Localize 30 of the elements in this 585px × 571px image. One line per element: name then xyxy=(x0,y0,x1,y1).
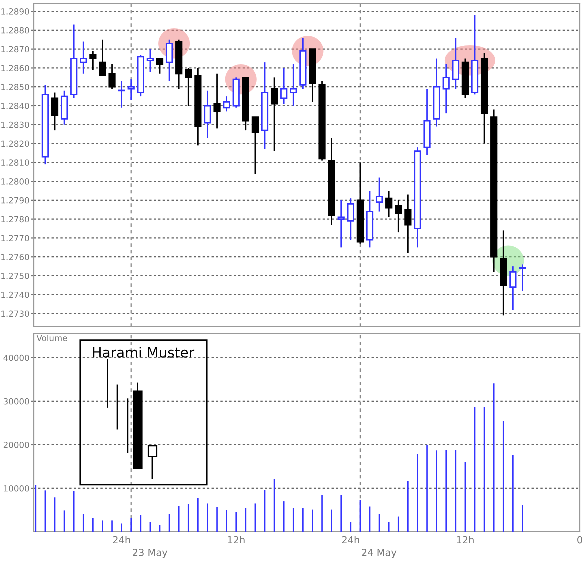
y-tick-label: 1.2750 xyxy=(2,272,30,280)
x-tick-label: 12h xyxy=(228,536,245,544)
y-tick-label: 1.2760 xyxy=(2,254,30,260)
x-tick-label: 24h xyxy=(113,536,130,544)
y-tick-label: 20000 xyxy=(4,442,30,448)
y-tick-label: 1.2840 xyxy=(2,102,30,110)
y-tick-label: 1.2810 xyxy=(2,160,30,166)
y-tick-label: 1.2850 xyxy=(2,84,30,90)
x-tick-label: 24h xyxy=(342,536,360,544)
y-tick-label: 1.2820 xyxy=(2,140,30,148)
y-tick-label: 1.2870 xyxy=(2,46,30,53)
y-tick-label: 1.2890 xyxy=(2,8,30,15)
y-tick-label: 1.2770 xyxy=(2,235,30,242)
annotation: Harami Muster xyxy=(93,347,195,358)
y-tick-label: 1.2880 xyxy=(2,27,30,34)
y-tick-label: 1.2780 xyxy=(2,216,30,223)
y-tick-label: 1.2830 xyxy=(2,122,30,128)
y-tick-label: 1.2860 xyxy=(2,65,30,72)
y-tick-label: 1.2740 xyxy=(2,292,30,298)
ref-line-label: 23 May xyxy=(133,549,168,558)
annotation: Volume xyxy=(36,334,68,342)
y-tick-label: 10000 xyxy=(4,485,30,492)
y-tick-label: 1.2790 xyxy=(2,197,30,204)
y-tick-label: 1.2730 xyxy=(2,310,30,318)
y-tick-label: 1.2800 xyxy=(2,178,30,185)
y-tick-label: 30000 xyxy=(4,398,30,405)
x-tick-label: 12h xyxy=(457,536,474,544)
ref-line-label: 24 May xyxy=(362,549,397,558)
y-tick-label: 40000 xyxy=(4,354,30,362)
x-tick-label: 0 xyxy=(578,536,582,544)
